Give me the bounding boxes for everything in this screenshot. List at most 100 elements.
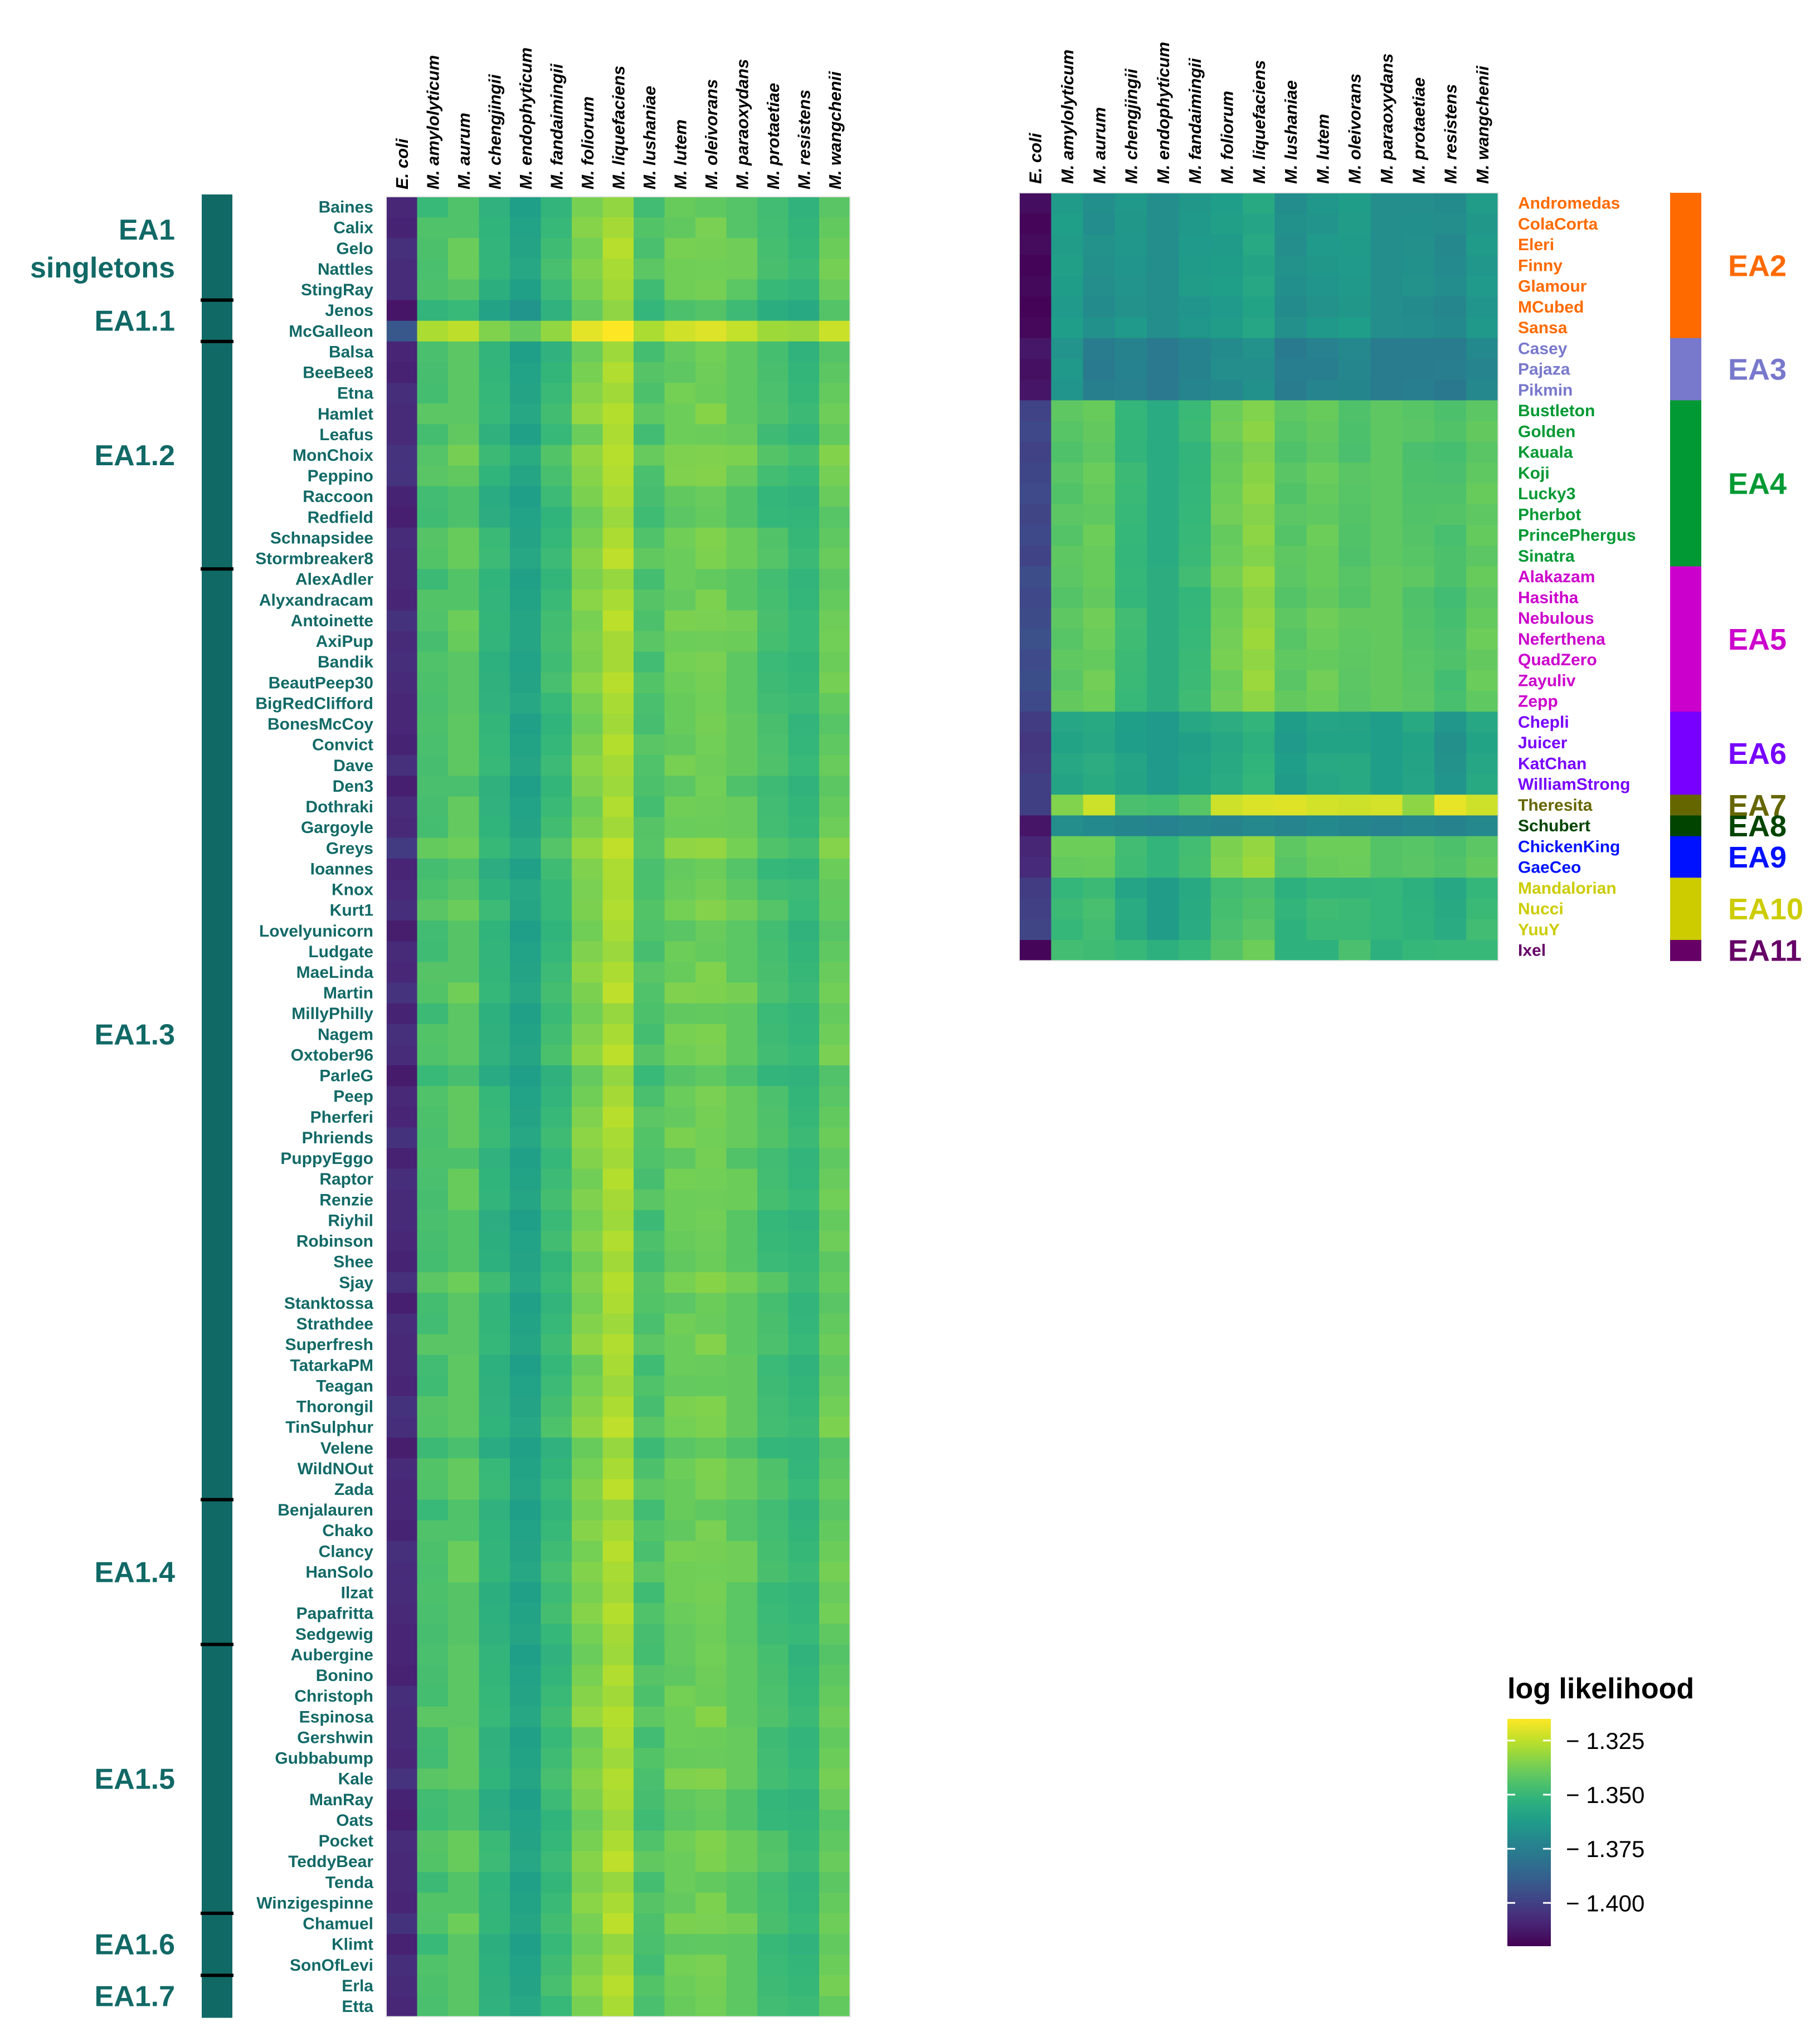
heatmap-cell bbox=[1434, 566, 1467, 588]
heatmap-cell bbox=[386, 1768, 418, 1790]
heatmap-cell bbox=[602, 1665, 634, 1687]
heatmap-cell bbox=[510, 403, 542, 425]
heatmap-cell bbox=[1019, 753, 1052, 774]
heatmap-cell bbox=[634, 445, 665, 466]
heatmap-cell bbox=[634, 527, 665, 549]
heatmap-cell bbox=[1339, 712, 1371, 733]
heatmap-cell bbox=[417, 858, 449, 880]
heatmap-cell bbox=[664, 527, 696, 549]
heatmap-cell bbox=[1243, 213, 1275, 235]
heatmap-cell bbox=[819, 1665, 851, 1687]
heatmap-cell bbox=[634, 1934, 665, 1955]
group-color-bar bbox=[1670, 566, 1701, 712]
heatmap-cell bbox=[695, 796, 727, 818]
heatmap-cell bbox=[726, 879, 758, 900]
heatmap-cell bbox=[664, 1189, 696, 1211]
heatmap-cell bbox=[634, 1955, 665, 1976]
row-label: Aubergine bbox=[291, 1646, 373, 1664]
heatmap-cell bbox=[1147, 774, 1180, 795]
heatmap-cell bbox=[664, 982, 696, 1004]
heatmap-cell bbox=[695, 693, 727, 714]
heatmap-cell bbox=[541, 403, 572, 425]
heatmap-cell bbox=[634, 320, 665, 342]
heatmap-cell bbox=[726, 1168, 758, 1190]
heatmap-cell bbox=[1019, 566, 1052, 588]
heatmap-cell bbox=[541, 1830, 572, 1852]
heatmap-cell bbox=[510, 486, 542, 508]
heatmap-cell bbox=[788, 879, 820, 900]
heatmap-cell bbox=[1243, 276, 1275, 297]
heatmap-cell bbox=[757, 1644, 789, 1666]
heatmap-cell bbox=[1274, 628, 1307, 650]
heatmap-cell bbox=[1019, 400, 1052, 422]
heatmap-cell bbox=[479, 714, 510, 735]
heatmap-cell bbox=[664, 569, 696, 590]
heatmap-cell bbox=[1339, 462, 1371, 484]
row-label: AxiPup bbox=[316, 632, 373, 651]
heatmap-cell bbox=[572, 1210, 604, 1231]
heatmap-cell bbox=[1083, 504, 1116, 525]
heatmap-cell bbox=[664, 300, 696, 321]
heatmap-cell bbox=[1115, 193, 1147, 214]
heatmap-cell bbox=[664, 1748, 696, 1769]
heatmap-cell bbox=[634, 383, 665, 404]
heatmap-cell bbox=[757, 1872, 789, 1893]
row-label: Ioannes bbox=[310, 860, 373, 878]
heatmap-cell bbox=[819, 1189, 851, 1211]
heatmap-cell bbox=[634, 714, 665, 735]
heatmap-cell bbox=[757, 1044, 789, 1066]
heatmap-cell bbox=[448, 900, 480, 921]
heatmap-cell bbox=[726, 714, 758, 735]
heatmap-cell bbox=[510, 1685, 542, 1707]
heatmap-cell bbox=[1115, 878, 1147, 899]
heatmap-cell bbox=[788, 837, 820, 859]
heatmap-cell bbox=[757, 238, 789, 259]
heatmap-cell bbox=[479, 1148, 510, 1170]
heatmap-cell bbox=[386, 1168, 418, 1190]
heatmap-cell bbox=[1051, 795, 1084, 816]
row-label: Christoph bbox=[294, 1687, 373, 1705]
heatmap-cell bbox=[510, 1044, 542, 1066]
row-label: StingRay bbox=[301, 281, 373, 299]
heatmap-cell bbox=[1083, 919, 1116, 941]
heatmap-cell bbox=[634, 1086, 665, 1107]
heatmap-cell bbox=[510, 817, 542, 839]
heatmap-cell bbox=[664, 238, 696, 259]
heatmap-cell bbox=[479, 837, 510, 859]
heatmap-cell bbox=[572, 403, 604, 425]
heatmap-cell bbox=[602, 941, 634, 963]
heatmap-cell bbox=[819, 1354, 851, 1376]
heatmap-cell bbox=[634, 197, 665, 218]
heatmap-cell bbox=[726, 1313, 758, 1335]
heatmap-cell bbox=[1019, 525, 1052, 546]
heatmap-cell bbox=[572, 1810, 604, 1831]
heatmap-cell bbox=[1179, 628, 1211, 650]
heatmap-cell bbox=[819, 672, 851, 694]
heatmap-cell bbox=[479, 1913, 510, 1934]
row-label: Andromedas bbox=[1518, 194, 1620, 213]
heatmap-cell bbox=[1147, 400, 1180, 422]
heatmap-cell bbox=[788, 858, 820, 880]
heatmap-cell bbox=[1370, 193, 1403, 214]
heatmap-cell bbox=[1402, 587, 1435, 608]
heatmap-cell bbox=[510, 1892, 542, 1914]
heatmap-cell bbox=[1402, 815, 1435, 837]
heatmap-cell bbox=[726, 1479, 758, 1500]
heatmap-cell bbox=[1210, 421, 1243, 442]
heatmap-cell bbox=[1370, 525, 1403, 546]
heatmap-cell bbox=[695, 982, 727, 1004]
heatmap-cell bbox=[1274, 712, 1307, 733]
heatmap-cell bbox=[510, 776, 542, 797]
heatmap-cell bbox=[664, 1810, 696, 1831]
heatmap-cell bbox=[788, 1768, 820, 1790]
row-label: ColaCorta bbox=[1518, 215, 1598, 233]
heatmap-cell bbox=[417, 1107, 449, 1128]
heatmap-cell bbox=[1051, 774, 1084, 795]
heatmap-cell bbox=[602, 383, 634, 404]
heatmap-cell bbox=[541, 714, 572, 735]
heatmap-cell bbox=[417, 982, 449, 1004]
heatmap-cell bbox=[1083, 317, 1116, 339]
heatmap-cell bbox=[819, 1127, 851, 1149]
group-color-bar bbox=[1670, 400, 1701, 567]
